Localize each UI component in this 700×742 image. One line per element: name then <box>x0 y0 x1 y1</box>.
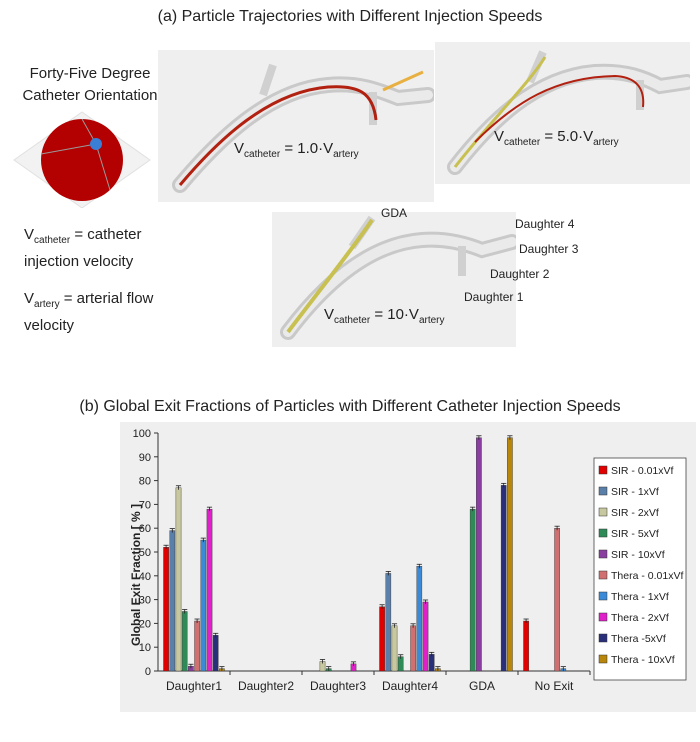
legend-label: Thera - 0.01xVf <box>611 570 683 582</box>
bar <box>476 437 482 672</box>
legend-label: SIR - 5xVf <box>611 528 659 540</box>
legend-swatch <box>598 528 608 538</box>
y-tick-label: 0 <box>145 666 151 678</box>
vessel-render-3 <box>280 215 520 340</box>
legend-swatch <box>598 633 608 643</box>
exit-fraction-chart: Global Exit Fraction [ % ] 0 10 20 30 40 50 60… <box>129 428 687 693</box>
trajectory-panel-1 <box>158 50 436 202</box>
bar <box>212 635 219 672</box>
bar <box>428 654 435 672</box>
bar <box>194 620 200 672</box>
case-label-1: Vcatheter = 1.0·Vartery <box>234 140 359 160</box>
y-tick-label: 70 <box>139 499 151 511</box>
orientation-title-line1: Forty-Five Degree <box>29 65 151 82</box>
bar <box>416 566 423 672</box>
bar <box>169 530 176 672</box>
legend-swatch <box>598 486 608 496</box>
x-tick-label: Daughter1 <box>166 679 222 693</box>
label-daughter-1: Daughter 1 <box>464 290 524 304</box>
label-daughter-3: Daughter 3 <box>519 242 579 256</box>
legend-swatch <box>598 465 608 475</box>
y-tick-label: 60 <box>139 523 151 535</box>
y-tick-label: 10 <box>139 642 151 654</box>
orientation-title: Forty-Five Degree Catheter Orientation <box>10 63 170 107</box>
legend-swatch <box>598 654 608 664</box>
legend-swatch <box>598 591 608 601</box>
case-label-3: Vcatheter = 10·Vartery <box>324 306 445 326</box>
bar <box>379 606 385 672</box>
bar <box>410 625 416 672</box>
bar <box>554 527 560 672</box>
def-catheter: Vcatheter = catheter injection velocity <box>24 226 142 270</box>
x-tick-label: Daughter2 <box>238 679 294 693</box>
bar <box>391 625 398 672</box>
bar <box>200 539 207 672</box>
bar <box>469 508 476 672</box>
plot-area: 0 10 20 30 40 50 60 70 80 90 100 Daughter1 Daughter2… <box>133 428 591 693</box>
bar <box>523 620 529 672</box>
orientation-title-line2: Catheter Orientation <box>22 87 158 104</box>
label-daughter-2: Daughter 2 <box>490 267 550 281</box>
label-daughter-4: Daughter 4 <box>515 217 575 231</box>
x-tick-label: No Exit <box>535 679 574 693</box>
catheter-orientation-diagram <box>13 111 151 208</box>
legend: SIR - 0.01xVf SIR - 1xVf SIR - 2xVf SIR - 5… <box>593 457 687 681</box>
x-tick-label: GDA <box>469 679 495 693</box>
legend-label: SIR - 10xVf <box>611 549 665 561</box>
legend-swatch <box>598 549 608 559</box>
bar <box>500 485 507 672</box>
trajectory-panel-3 <box>272 212 520 347</box>
y-tick-label: 100 <box>133 428 151 440</box>
trajectory-panel-2 <box>435 42 695 184</box>
panel-a-title: (a) Particle Trajectories with Different… <box>157 8 543 25</box>
legend-swatch <box>598 507 608 517</box>
catheter-position-dot <box>90 138 102 150</box>
panel-b-title: (b) Global Exit Fractions of Particles w… <box>79 398 621 415</box>
legend-label: SIR - 1xVf <box>611 486 659 498</box>
y-tick-label: 30 <box>139 595 151 607</box>
bar <box>385 573 392 672</box>
vessel-render-2 <box>447 50 695 175</box>
legend-label: Thera -5xVf <box>611 633 666 645</box>
legend-label: Thera - 2xVf <box>611 612 669 624</box>
y-axis-label: Global Exit Fraction [ % ] <box>129 504 143 646</box>
legend-box <box>593 457 687 681</box>
bar <box>422 601 429 672</box>
legend-label: Thera - 10xVf <box>611 654 675 666</box>
y-tick-label: 90 <box>139 452 151 464</box>
x-tick-label: Daughter3 <box>310 679 366 693</box>
bar <box>397 656 404 672</box>
legend-swatch <box>598 570 608 580</box>
case-label-2: Vcatheter = 5.0·Vartery <box>494 128 619 148</box>
y-tick-label: 80 <box>139 476 151 488</box>
bar <box>175 487 182 672</box>
legend-label: Thera - 1xVf <box>611 591 669 603</box>
y-tick-label: 20 <box>139 618 151 630</box>
y-tick-label: 50 <box>139 547 151 559</box>
bar <box>507 437 513 672</box>
bar <box>206 508 213 672</box>
x-tick-label: Daughter4 <box>382 679 438 693</box>
legend-label: SIR - 0.01xVf <box>611 465 674 477</box>
bar <box>163 547 169 672</box>
bar <box>181 611 188 672</box>
legend-label: SIR - 2xVf <box>611 507 659 519</box>
vessel-render-1 <box>172 63 436 193</box>
legend-swatch <box>598 612 608 622</box>
def-artery: Vartery = arterial flow velocity <box>24 290 154 334</box>
label-gda: GDA <box>381 206 408 220</box>
y-tick-label: 40 <box>139 571 151 583</box>
vessel-cross-section <box>41 119 123 201</box>
